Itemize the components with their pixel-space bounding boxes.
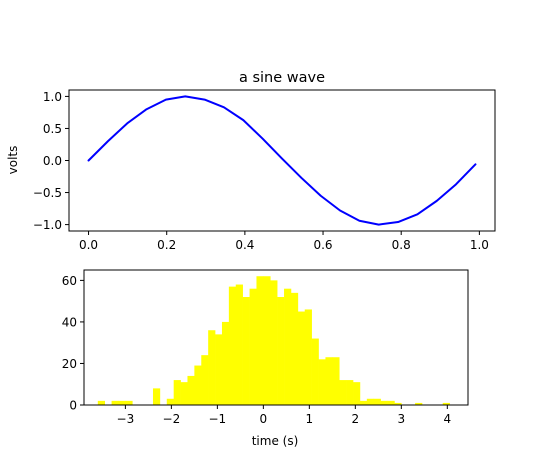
sine-y-tick-label: 0.0 [43,154,62,168]
histogram-bar [311,338,319,405]
histogram-bar [242,297,250,405]
histogram-bar [442,402,450,405]
histogram-bar [125,400,133,405]
histogram-bar [201,355,209,405]
histogram-plot-area [97,276,450,405]
histogram-x-tick-label: 3 [397,412,405,426]
histogram-y-ticks: 0 20 40 60 [62,274,84,413]
sine-y-axis-label: volts [6,146,20,175]
histogram-bar [339,380,347,405]
sine-title: a sine wave [239,70,325,86]
histogram-x-tick-label: 4 [443,412,451,426]
histogram-x-tick-label: 2 [352,412,360,426]
histogram-x-tick-label: 1 [306,412,314,426]
histogram-bar [346,380,354,405]
histogram-y-tick-label: 0 [69,399,77,413]
sine-x-tick-label: 0.8 [392,238,411,252]
histogram-bar [290,292,299,405]
histogram-bar [359,400,368,405]
histogram-bar [249,288,257,405]
histogram-bar [215,334,223,405]
histogram-x-axis-label: time (s) [252,434,299,448]
sine-y-tick-label: −1.0 [33,218,62,232]
histogram-bar [118,400,126,405]
histogram-y-tick-label: 40 [62,315,77,329]
histogram-y-tick-label: 20 [62,357,77,371]
histogram-bar [270,280,278,405]
histogram-x-tick-label: −1 [209,412,227,426]
histogram-x-tick-label: −3 [117,412,135,426]
histogram-bar [235,284,243,405]
histogram-bar [277,297,285,405]
histogram-bar [325,357,333,405]
histogram-bar [304,309,312,405]
sine-x-tick-label: 0.4 [235,238,254,252]
histogram-axes: −3 −2 −1 0 1 2 3 4 0 20 40 60 time (s) [62,269,469,448]
histogram-bar [387,400,395,405]
histogram-bar [208,330,216,405]
histogram-bar [152,388,161,405]
histogram-axes-frame [83,269,469,406]
histogram-bar [332,357,340,405]
sine-x-tick-label: 0.2 [157,238,176,252]
histogram-x-tick-label: −2 [163,412,181,426]
histogram-bar [166,398,174,405]
sine-plot-area [87,95,477,226]
histogram-bar [173,380,181,405]
histogram-bar [256,276,264,405]
histogram-bar [194,365,202,405]
sine-x-tick-label: 0.0 [79,238,98,252]
sine-y-ticks: −1.0 −0.5 0.0 0.5 1.0 [33,90,69,232]
histogram-bar [380,400,388,405]
sine-y-tick-label: −0.5 [33,186,62,200]
sine-x-tick-label: 1.0 [470,238,489,252]
histogram-bar [187,375,195,405]
histogram-bar [284,288,292,405]
histogram-bar [353,382,361,405]
sine-line [87,95,477,226]
sine-y-tick-label: 0.5 [43,122,62,136]
histogram-bar [366,398,375,405]
histogram-bar [97,400,105,405]
histogram-bar [263,276,271,405]
sine-axes-frame [68,89,496,232]
histogram-bar [373,398,381,405]
histogram-bar [221,321,230,405]
sine-axes: a sine wave volts 0.0 0.2 0.4 0.6 0.8 1.0 −1.… [6,70,496,252]
histogram-y-tick-label: 60 [62,274,77,288]
histogram-bar [111,400,119,405]
histogram-x-ticks: −3 −2 −1 0 1 2 3 4 [117,405,451,426]
sine-y-tick-label: 1.0 [43,90,62,104]
histogram-bar [318,359,326,405]
histogram-bar [228,286,237,405]
sine-x-tick-label: 0.6 [313,238,332,252]
sine-x-ticks: 0.0 0.2 0.4 0.6 0.8 1.0 [79,231,489,252]
histogram-bar [415,402,423,405]
histogram-bar [394,402,402,405]
histogram-x-tick-label: 0 [260,412,268,426]
histogram-bar [297,311,306,405]
histogram-bar [180,382,188,405]
